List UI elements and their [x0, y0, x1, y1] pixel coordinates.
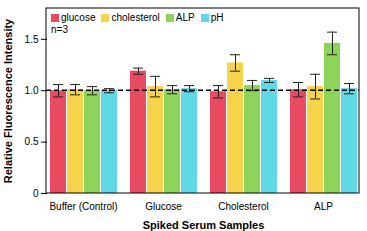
- svg-text:Relative Fluorescence Intensit: Relative Fluorescence Intensity: [2, 18, 14, 183]
- svg-text:Spiked Serum Samples: Spiked Serum Samples: [143, 219, 265, 231]
- svg-text:Glucose: Glucose: [145, 201, 182, 212]
- html-text:pH: pH: [210, 12, 224, 23]
- html-text:n=3: n=3: [51, 24, 68, 35]
- svg-text:ALP: ALP: [314, 201, 333, 212]
- html-text:glucose: glucose: [61, 12, 96, 23]
- svg-text:0: 0: [33, 188, 39, 199]
- html-text:ALP: ALP: [175, 12, 195, 23]
- svg-text:Buffer (Control): Buffer (Control): [49, 201, 117, 212]
- svg-text:1.0: 1.0: [25, 85, 39, 96]
- svg-text:1.5: 1.5: [25, 34, 39, 45]
- svg-text:0.5: 0.5: [25, 136, 39, 147]
- html-text:cholesterol: cholesterol: [111, 12, 160, 23]
- svg-text:Cholesterol: Cholesterol: [218, 201, 269, 212]
